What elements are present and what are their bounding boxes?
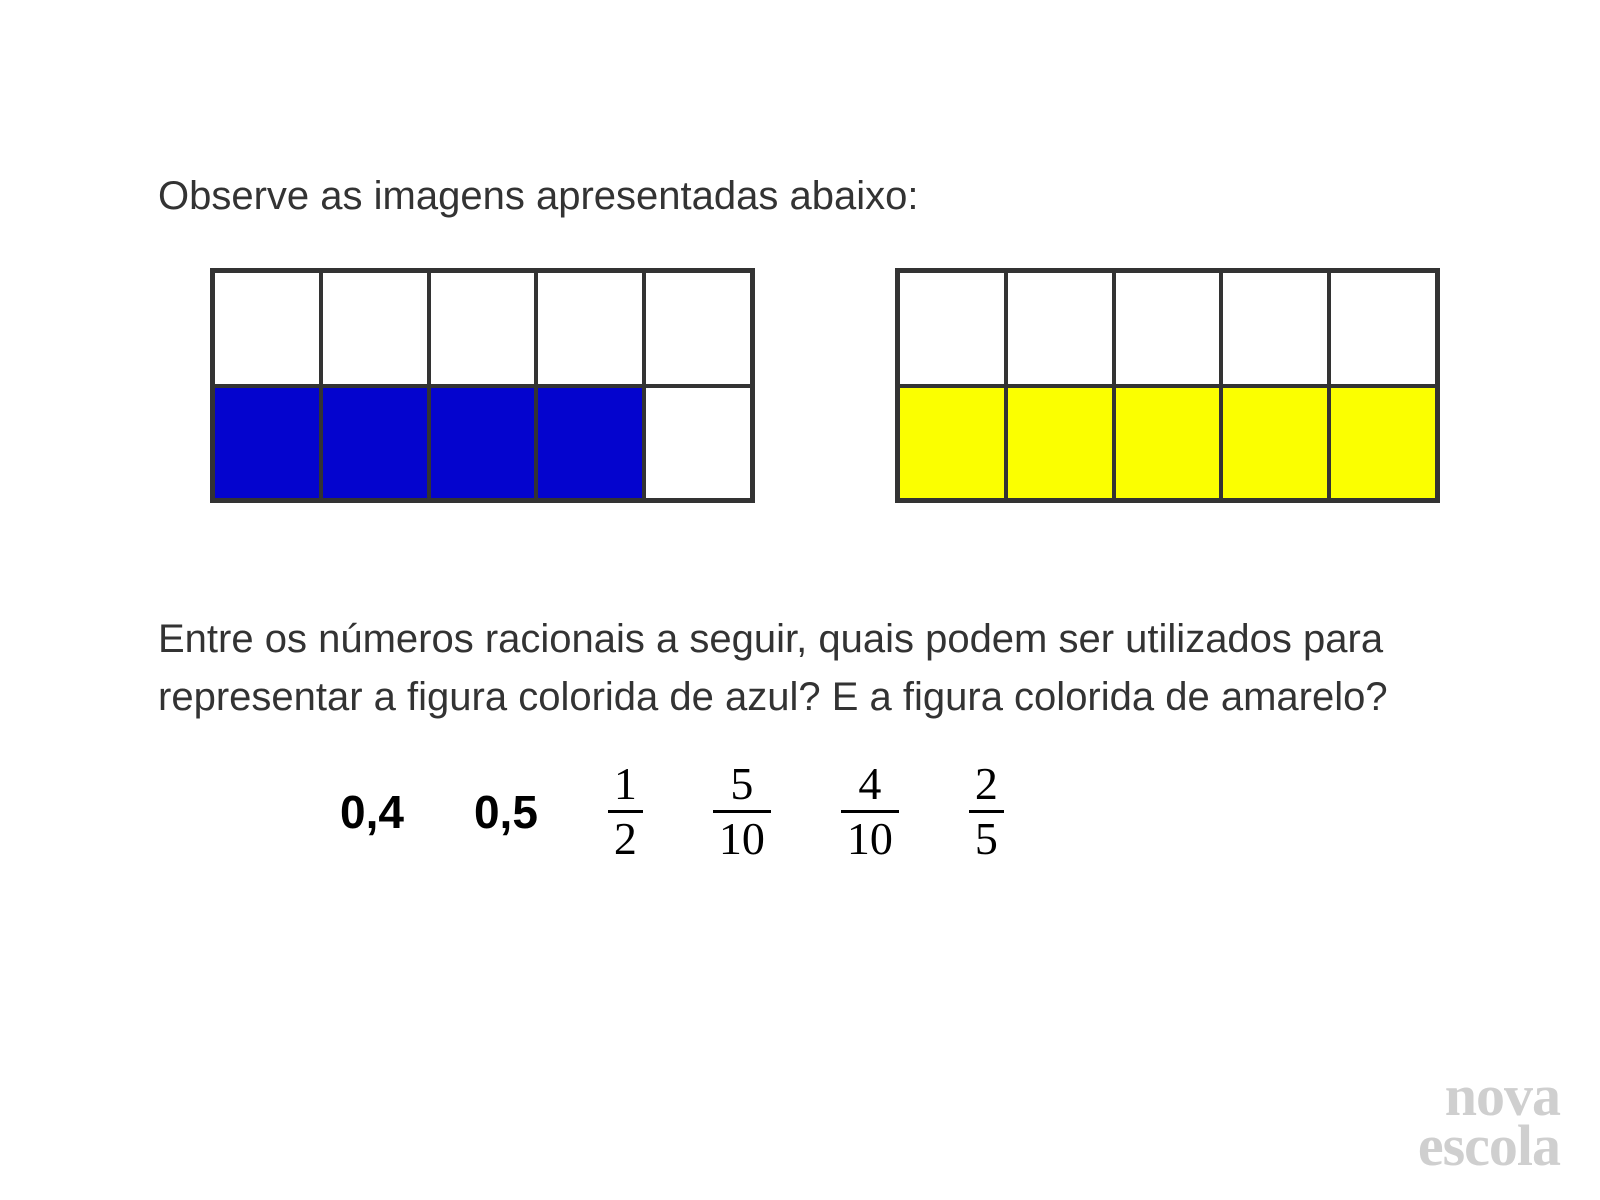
fraction-option: 25 xyxy=(969,760,1004,864)
fraction-numerator: 4 xyxy=(856,760,883,810)
fraction-numerator: 2 xyxy=(973,760,1000,810)
fraction-denominator: 5 xyxy=(969,810,1004,863)
grid-cell xyxy=(536,386,644,501)
grid-cell xyxy=(213,271,321,386)
brand-logo: nova escola xyxy=(1418,1071,1560,1170)
grid-cell xyxy=(1329,271,1437,386)
yellow-fraction-grid xyxy=(895,268,1440,503)
grid-cell xyxy=(321,386,429,501)
answer-options-row: 0,40,51251041025 xyxy=(340,760,1004,864)
grid-cell xyxy=(898,386,1006,501)
grids-container xyxy=(210,268,1440,503)
decimal-option: 0,5 xyxy=(474,785,538,839)
grid-cell xyxy=(1006,386,1114,501)
fraction-option: 510 xyxy=(713,760,771,864)
fraction-denominator: 10 xyxy=(713,810,771,863)
fraction-numerator: 5 xyxy=(728,760,755,810)
grid-cell xyxy=(429,271,537,386)
slide: Observe as imagens apresentadas abaixo: … xyxy=(0,0,1600,1200)
question-text: Entre os números racionais a seguir, qua… xyxy=(158,610,1448,726)
grid-cell xyxy=(898,271,1006,386)
grid-cell xyxy=(1006,271,1114,386)
grid-cell xyxy=(429,386,537,501)
decimal-option: 0,4 xyxy=(340,785,404,839)
fraction-denominator: 10 xyxy=(841,810,899,863)
instruction-text: Observe as imagens apresentadas abaixo: xyxy=(158,170,918,222)
grid-cell xyxy=(1221,271,1329,386)
grid-cell xyxy=(321,271,429,386)
logo-line-2: escola xyxy=(1418,1121,1560,1170)
grid-cell xyxy=(1329,386,1437,501)
fraction-option: 12 xyxy=(608,760,643,864)
grid-cell xyxy=(644,386,752,501)
grid-cell xyxy=(644,271,752,386)
grid-cell xyxy=(1221,386,1329,501)
grid-cell xyxy=(213,386,321,501)
grid-cell xyxy=(1114,271,1222,386)
blue-fraction-grid xyxy=(210,268,755,503)
fraction-option: 410 xyxy=(841,760,899,864)
fraction-numerator: 1 xyxy=(612,760,639,810)
grid-cell xyxy=(1114,386,1222,501)
fraction-denominator: 2 xyxy=(608,810,643,863)
grid-cell xyxy=(536,271,644,386)
